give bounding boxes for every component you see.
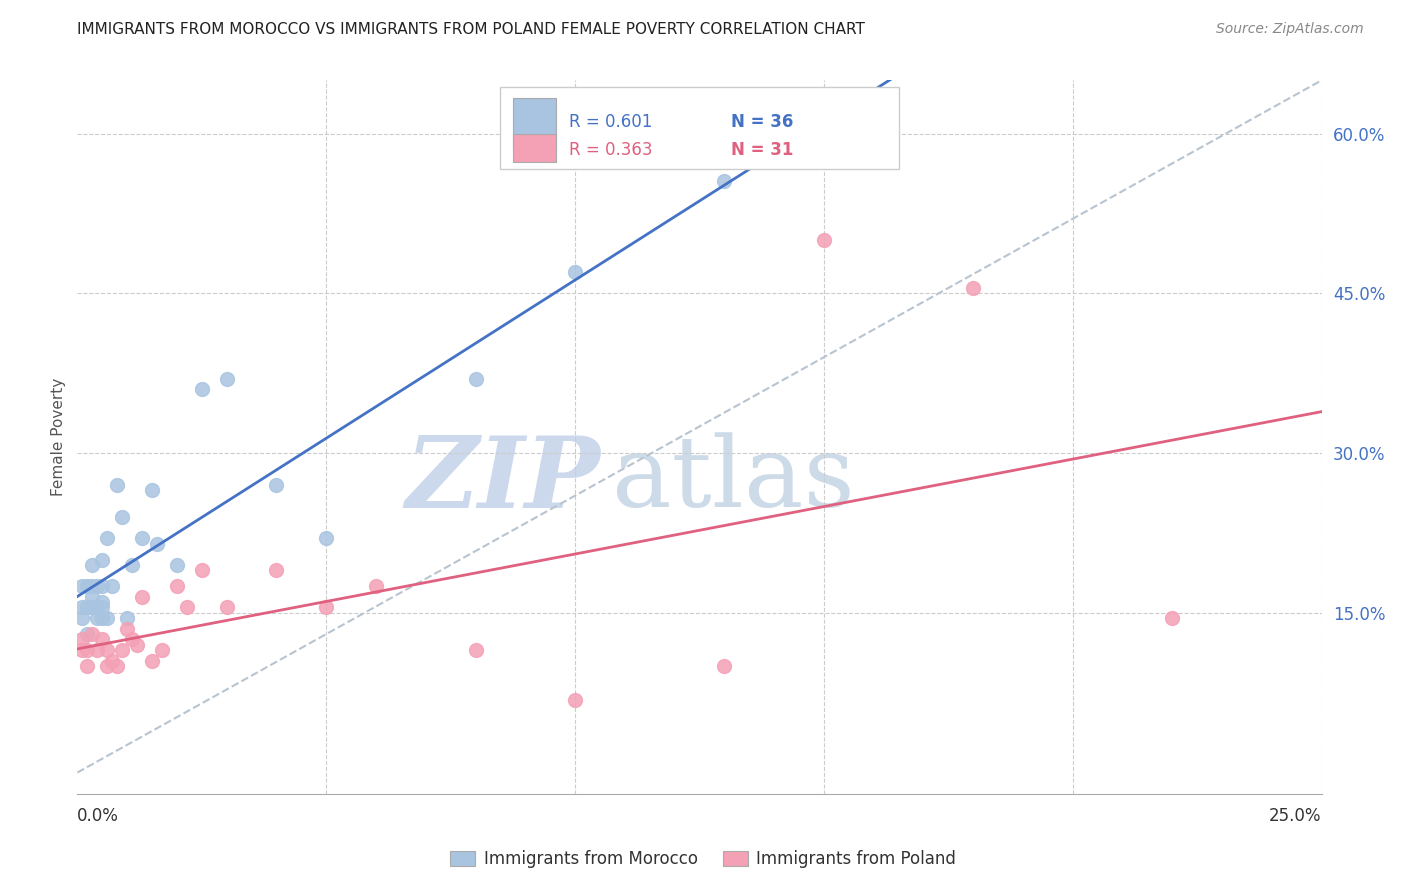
Point [564, 265, 586, 279]
Point [713, 659, 735, 673]
Point [115, 622, 138, 636]
Text: Source: ZipAtlas.com: Source: ZipAtlas.com [1216, 22, 1364, 37]
Point [364, 579, 387, 593]
Point [82, 600, 104, 615]
Point [141, 654, 163, 668]
Point [91, 632, 114, 647]
Text: ZIP: ZIP [405, 432, 600, 528]
Point [131, 531, 153, 545]
Point [82, 627, 104, 641]
Point [215, 600, 238, 615]
Point [91, 611, 114, 625]
Point [82, 579, 104, 593]
Point [191, 382, 214, 396]
Bar [513, 98, 557, 148]
Point [215, 371, 238, 385]
Point [91, 552, 114, 566]
Text: R = 0.363: R = 0.363 [569, 141, 652, 159]
Point [131, 590, 153, 604]
Point [191, 563, 214, 577]
Text: 0.0%: 0.0% [77, 807, 120, 825]
Point [713, 174, 735, 188]
Point [96, 531, 118, 545]
Point [564, 693, 586, 707]
Point [76, 659, 98, 673]
Point [96, 659, 118, 673]
Point [315, 531, 337, 545]
Point [76, 579, 98, 593]
Text: IMMIGRANTS FROM MOROCCO VS IMMIGRANTS FROM POLAND FEMALE POVERTY CORRELATION CHA: IMMIGRANTS FROM MOROCCO VS IMMIGRANTS FR… [77, 22, 865, 37]
Point [166, 558, 188, 572]
Point [141, 483, 163, 498]
Point [76, 627, 98, 641]
Point [76, 643, 98, 657]
Y-axis label: Female Poverty: Female Poverty [51, 378, 66, 496]
Point [91, 579, 114, 593]
Point [101, 654, 124, 668]
Text: N = 36: N = 36 [731, 112, 793, 130]
Point [111, 643, 134, 657]
Point [105, 659, 128, 673]
Text: N = 31: N = 31 [731, 141, 793, 159]
Point [315, 600, 337, 615]
Point [962, 281, 984, 295]
Bar [513, 134, 557, 162]
Point [76, 600, 98, 615]
Point [464, 643, 486, 657]
Point [266, 478, 288, 492]
Point [82, 590, 104, 604]
Point [146, 536, 169, 550]
Point [115, 611, 138, 625]
Point [72, 600, 94, 615]
Point [72, 579, 94, 593]
Point [125, 638, 148, 652]
Legend: Immigrants from Morocco, Immigrants from Poland: Immigrants from Morocco, Immigrants from… [443, 844, 963, 875]
Point [176, 600, 198, 615]
Point [86, 611, 108, 625]
Point [86, 579, 108, 593]
Point [82, 558, 104, 572]
Point [1161, 611, 1184, 625]
Point [72, 643, 94, 657]
Point [105, 478, 128, 492]
Point [266, 563, 288, 577]
Point [96, 611, 118, 625]
Point [96, 643, 118, 657]
Point [111, 510, 134, 524]
Text: atlas: atlas [613, 432, 855, 528]
Point [101, 579, 124, 593]
Point [72, 611, 94, 625]
Point [166, 579, 188, 593]
Point [91, 595, 114, 609]
FancyBboxPatch shape [501, 87, 898, 169]
Text: R = 0.601: R = 0.601 [569, 112, 652, 130]
Point [150, 643, 173, 657]
Point [121, 558, 143, 572]
Point [86, 600, 108, 615]
Point [121, 632, 143, 647]
Point [91, 600, 114, 615]
Point [72, 632, 94, 647]
Point [464, 371, 486, 385]
Point [813, 233, 835, 247]
Point [86, 643, 108, 657]
Text: 25.0%: 25.0% [1270, 807, 1322, 825]
